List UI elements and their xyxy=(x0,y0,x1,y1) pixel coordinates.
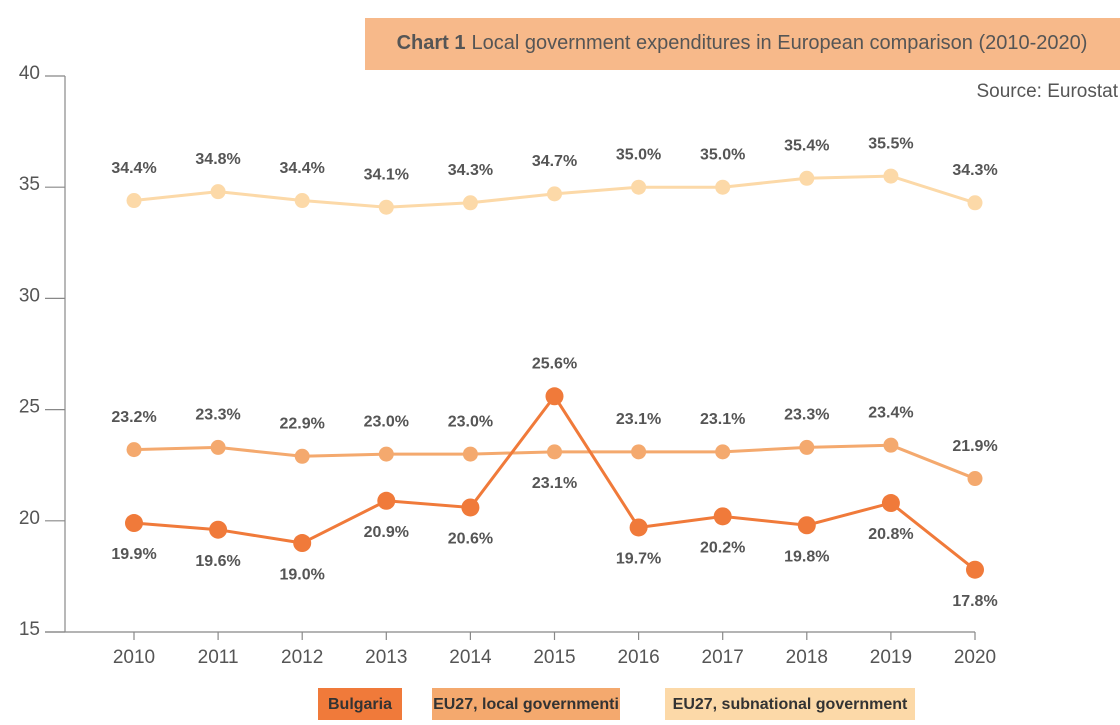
point xyxy=(713,507,732,526)
value-label: 23.2% xyxy=(111,409,156,426)
value-label: 23.3% xyxy=(784,407,829,424)
value-label: 34.3% xyxy=(448,162,493,179)
value-label: 23.3% xyxy=(195,407,240,424)
point xyxy=(461,498,480,517)
value-label: 19.6% xyxy=(195,553,240,570)
value-label: 35.4% xyxy=(784,138,829,155)
value-label: 20.2% xyxy=(700,540,745,557)
point xyxy=(378,199,394,215)
point xyxy=(966,560,984,579)
point xyxy=(967,471,983,487)
value-label: 23.0% xyxy=(364,413,409,430)
x-tick-label: 2017 xyxy=(702,647,744,668)
value-label: 23.1% xyxy=(532,475,577,492)
point xyxy=(881,494,900,513)
x-tick-label: 2013 xyxy=(365,647,407,668)
point xyxy=(209,520,228,539)
value-label: 25.6% xyxy=(532,355,577,372)
value-label: 23.4% xyxy=(868,404,913,421)
point xyxy=(715,444,731,460)
point xyxy=(294,193,310,209)
point xyxy=(462,446,478,462)
point xyxy=(631,444,647,460)
value-label: 34.4% xyxy=(280,160,325,177)
point xyxy=(377,491,396,510)
legend-swatch xyxy=(432,688,620,720)
point xyxy=(126,442,142,458)
point xyxy=(125,514,143,533)
value-label: 35.5% xyxy=(868,135,913,152)
y-tick-label: 20 xyxy=(19,508,40,529)
chart-title: Chart 1 Local government expenditures in … xyxy=(397,32,1088,54)
value-label: 21.9% xyxy=(952,438,997,455)
x-tick-label: 2016 xyxy=(617,647,659,668)
value-label: 20.6% xyxy=(448,531,493,548)
point xyxy=(715,179,731,195)
title-label: Chart 1 xyxy=(397,32,466,54)
point xyxy=(797,516,816,535)
legend-label: EU27, subnational government xyxy=(673,696,908,713)
value-label: 35.0% xyxy=(700,146,745,163)
value-label: 34.1% xyxy=(364,166,409,183)
x-tick-label: 2015 xyxy=(533,647,575,668)
value-label: 34.7% xyxy=(532,153,577,170)
y-tick-label: 15 xyxy=(19,619,40,640)
point xyxy=(631,179,647,195)
point xyxy=(629,518,648,537)
point xyxy=(967,195,983,211)
x-tick-label: 2014 xyxy=(449,647,492,668)
value-label: 17.8% xyxy=(952,593,997,610)
x-tick-label: 2012 xyxy=(281,647,323,668)
point xyxy=(547,444,562,460)
value-label: 23.0% xyxy=(448,413,493,430)
value-label: 20.8% xyxy=(868,526,913,543)
title-box xyxy=(365,18,1120,70)
point xyxy=(799,170,815,186)
point xyxy=(210,439,226,455)
y-tick-label: 30 xyxy=(19,285,40,306)
point xyxy=(293,534,312,553)
value-label: 19.9% xyxy=(111,546,156,563)
value-label: 34.3% xyxy=(952,162,997,179)
x-tick-label: 2019 xyxy=(870,647,912,668)
point xyxy=(210,184,226,200)
value-label: 19.8% xyxy=(784,548,829,565)
legend-swatch xyxy=(665,688,915,720)
x-tick-label: 2018 xyxy=(786,647,828,668)
point xyxy=(294,448,310,464)
value-label: 23.1% xyxy=(700,411,745,428)
value-label: 19.7% xyxy=(616,551,661,568)
source: Source: Eurostat xyxy=(976,81,1118,102)
point xyxy=(462,195,478,211)
y-tick-label: 35 xyxy=(19,174,40,195)
x-tick-label: 2011 xyxy=(198,647,239,668)
y-tick-label: 40 xyxy=(19,63,40,84)
point xyxy=(883,437,899,453)
x-tick-label: 2010 xyxy=(113,647,155,668)
point xyxy=(799,439,815,455)
y-tick-label: 25 xyxy=(19,397,40,418)
value-label: 20.9% xyxy=(364,524,409,541)
point xyxy=(545,387,564,406)
point xyxy=(883,168,899,184)
point xyxy=(547,186,562,202)
value-label: 22.9% xyxy=(280,416,325,433)
title-text: Local government expenditures in Europea… xyxy=(471,32,1087,54)
point xyxy=(378,446,394,462)
x-tick-label: 2020 xyxy=(954,647,996,668)
value-label: 34.8% xyxy=(195,151,240,168)
legend-label: Bulgaria xyxy=(328,696,392,713)
value-label: 35.0% xyxy=(616,146,661,163)
legend-label: EU27, local governmenti xyxy=(433,696,619,713)
value-label: 19.0% xyxy=(280,566,325,583)
point xyxy=(126,193,142,209)
value-label: 34.4% xyxy=(111,160,156,177)
legend-swatch xyxy=(318,688,402,720)
value-label: 23.1% xyxy=(616,411,661,428)
